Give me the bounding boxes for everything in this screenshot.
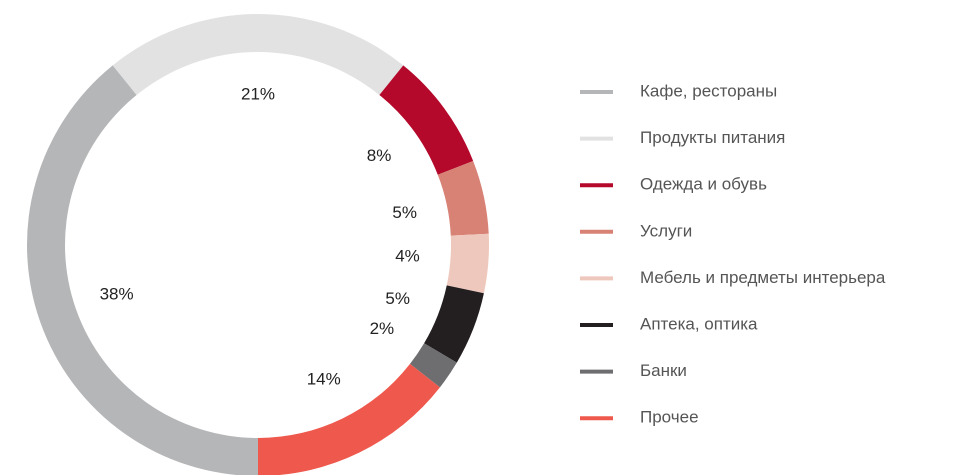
legend-label: Мебель и предметы интерьера xyxy=(640,268,886,287)
donut-slice xyxy=(446,233,489,294)
legend-label: Аптека, оптика xyxy=(640,314,758,333)
value-label: 5% xyxy=(385,289,410,308)
legend-label: Одежда и обувь xyxy=(640,175,767,194)
legend-label: Прочее xyxy=(640,408,699,427)
value-label: 21% xyxy=(241,84,275,103)
legend-label: Услуги xyxy=(640,221,692,240)
donut-slice xyxy=(258,363,440,475)
legend-label: Банки xyxy=(640,361,687,380)
value-label: 8% xyxy=(367,146,392,165)
donut-slice xyxy=(27,65,258,475)
donut-slice xyxy=(424,285,484,363)
donut-slice xyxy=(112,13,404,95)
value-label: 5% xyxy=(392,203,417,222)
legend-label: Кафе, рестораны xyxy=(640,81,777,100)
value-label: 38% xyxy=(100,285,134,304)
legend-label: Продукты питания xyxy=(640,128,785,147)
value-label: 14% xyxy=(307,369,341,388)
donut-slice xyxy=(437,160,489,236)
donut-slice xyxy=(379,65,474,175)
donut-slice xyxy=(410,343,457,388)
value-label: 4% xyxy=(395,247,420,266)
value-label: 2% xyxy=(370,319,395,338)
